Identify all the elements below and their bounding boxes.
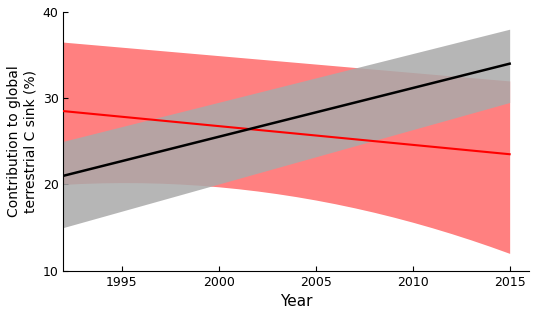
Y-axis label: Contribution to global
terrestrial C sink (%): Contribution to global terrestrial C sin… <box>7 65 37 217</box>
X-axis label: Year: Year <box>280 294 312 309</box>
